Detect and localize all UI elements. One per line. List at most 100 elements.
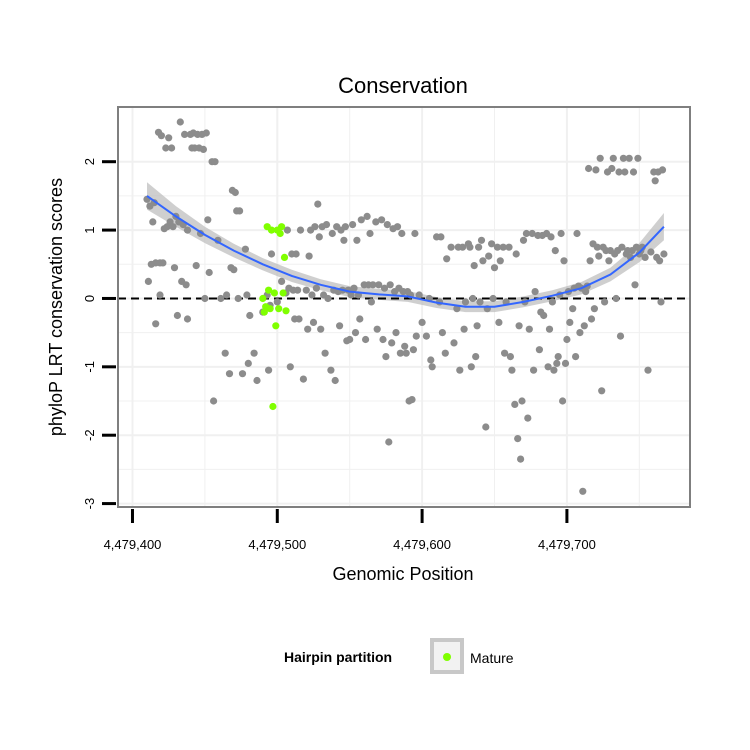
- data-point: [485, 252, 493, 260]
- data-point: [512, 250, 520, 258]
- data-point: [336, 322, 344, 330]
- data-point: [211, 158, 219, 166]
- data-point: [181, 130, 189, 138]
- data-point: [460, 325, 468, 333]
- data-point-mature: [279, 289, 287, 297]
- legend: Hairpin partition Mature: [284, 638, 514, 674]
- data-point: [324, 294, 332, 303]
- legend-label-mature: Mature: [470, 650, 514, 666]
- data-point: [595, 252, 603, 260]
- data-point: [353, 236, 361, 244]
- data-point: [234, 294, 242, 303]
- data-point: [525, 325, 533, 333]
- y-tick-label: -1: [82, 361, 97, 373]
- data-point: [593, 243, 601, 251]
- data-point: [601, 298, 609, 306]
- data-point: [286, 363, 294, 371]
- data-point: [428, 363, 436, 371]
- x-axis-title: Genomic Position: [332, 564, 473, 584]
- data-point: [470, 262, 478, 270]
- data-point: [396, 349, 404, 357]
- data-point: [615, 168, 623, 176]
- data-point: [609, 154, 617, 162]
- data-point: [619, 154, 628, 162]
- data-point: [447, 243, 455, 251]
- data-point-mature: [259, 294, 267, 303]
- data-point: [450, 339, 458, 347]
- data-point: [559, 397, 567, 405]
- data-point: [590, 305, 599, 313]
- data-point: [618, 243, 626, 251]
- data-point: [144, 277, 152, 285]
- points-layer: [143, 118, 668, 495]
- data-point: [231, 188, 239, 197]
- data-point: [183, 226, 192, 234]
- data-point: [412, 332, 420, 340]
- data-point: [482, 423, 490, 431]
- data-point: [409, 346, 417, 354]
- data-point: [545, 325, 554, 333]
- data-point: [658, 166, 667, 174]
- data-point: [372, 218, 380, 226]
- data-point: [641, 253, 649, 261]
- data-point: [312, 284, 320, 292]
- data-point: [473, 322, 481, 330]
- data-point: [656, 257, 664, 265]
- data-point: [295, 315, 303, 323]
- data-point: [422, 332, 430, 340]
- data-point: [459, 243, 467, 251]
- data-point: [170, 264, 179, 272]
- data-point: [366, 229, 374, 238]
- x-tick-label: 4,479,600: [393, 537, 451, 552]
- data-point-mature: [270, 289, 278, 297]
- data-point-mature: [260, 308, 268, 316]
- data-point: [535, 346, 544, 354]
- data-point: [373, 325, 381, 333]
- data-point: [629, 168, 638, 176]
- data-point: [587, 315, 596, 323]
- data-point: [524, 414, 532, 422]
- data-point: [386, 281, 394, 289]
- data-point: [608, 164, 616, 173]
- data-point: [625, 154, 633, 162]
- data-point: [385, 438, 393, 446]
- y-axis: -3 -2 -1 0 1 2: [82, 158, 116, 509]
- data-point: [322, 221, 331, 229]
- data-point: [378, 216, 386, 224]
- data-point: [265, 366, 273, 374]
- data-point: [550, 366, 558, 374]
- data-point: [314, 200, 322, 208]
- data-point: [327, 366, 335, 374]
- plot-panel: [118, 107, 690, 507]
- data-point: [246, 311, 254, 320]
- data-point-mature: [280, 253, 289, 261]
- data-point-mature: [267, 226, 276, 234]
- data-point: [598, 387, 606, 395]
- data-point: [283, 226, 291, 234]
- data-point: [369, 281, 377, 289]
- data-point: [511, 400, 519, 408]
- data-point: [253, 376, 261, 385]
- data-point: [331, 376, 339, 385]
- data-point: [573, 229, 581, 238]
- data-point: [596, 154, 604, 162]
- data-point: [308, 291, 316, 299]
- data-point: [357, 216, 365, 224]
- data-point: [176, 118, 184, 126]
- data-point: [392, 329, 400, 337]
- data-point: [612, 294, 620, 303]
- data-point: [472, 353, 480, 361]
- data-point: [621, 168, 629, 176]
- y-tick-label: -3: [82, 498, 97, 510]
- data-point: [519, 236, 528, 244]
- legend-title: Hairpin partition: [284, 649, 392, 665]
- data-point: [572, 353, 580, 361]
- data-point: [634, 154, 642, 162]
- data-point-mature: [269, 402, 277, 411]
- data-point: [398, 229, 406, 238]
- data-point: [456, 366, 464, 374]
- data-point: [548, 298, 557, 306]
- data-point-mature: [266, 305, 274, 313]
- data-point: [469, 294, 477, 303]
